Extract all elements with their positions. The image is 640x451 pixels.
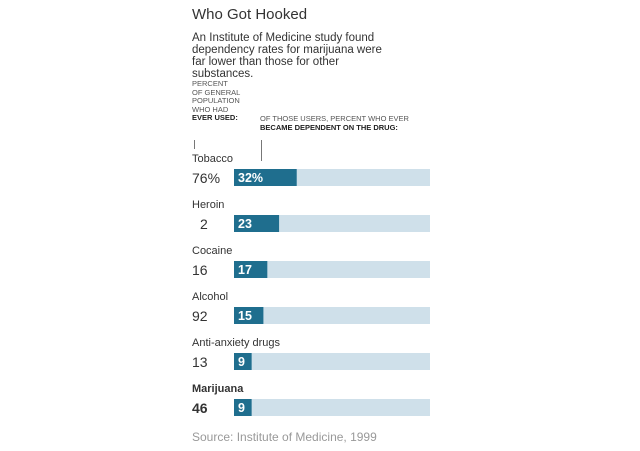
header-left-line: WHO HAD [192,104,229,114]
ever-used-value: 13 [192,354,208,370]
chart-source: Source: Institute of Medicine, 1999 [192,430,377,444]
dependency-value-label: 32% [238,171,263,185]
bar-track [234,261,430,278]
category-label: Anti-anxiety drugs [192,337,281,349]
ever-used-value: 92 [192,308,208,324]
header-right-bold: BECAME DEPENDENT ON THE DRUG: [260,122,398,132]
ever-used-value: 16 [192,262,208,278]
dependency-value-label: 17 [238,263,252,277]
header-left-line: POPULATION [192,96,240,106]
dependency-bar [234,353,252,370]
ever-used-value: 76% [192,170,220,186]
dependency-value-label: 9 [238,355,245,369]
header-left-tick [194,140,195,149]
chart-intro: An Institute of Medicine study found dep… [192,32,382,80]
header-left-bold: EVER USED: [192,113,238,123]
chart-title: Who Got Hooked [192,6,308,23]
category-label: Cocaine [192,245,232,257]
category-label: Heroin [192,199,224,211]
header-right-line: OF THOSE USERS, PERCENT WHO EVER [260,114,409,123]
header-ever-used: PERCENT OF GENERAL POPULATION WHO HAD EV… [192,79,252,123]
dependency-value-label: 23 [238,217,252,231]
bar-track [234,399,430,416]
category-label: Marijuana [192,383,244,395]
header-right-tick [261,140,262,161]
ever-used-value: 46 [192,400,208,416]
header-left-line: PERCENT [192,79,228,88]
dependency-value-label: 9 [238,401,245,415]
dependency-bar [234,399,252,416]
bar-track [234,307,430,324]
category-label: Tobacco [192,153,233,165]
ever-used-value: 2 [200,216,208,232]
dependency-value-label: 15 [238,309,252,323]
header-left-line: OF GENERAL [192,87,241,97]
bar-track [234,353,430,370]
dependency-bar [234,307,264,324]
dependency-bar [234,261,268,278]
bar-track [234,215,430,232]
header-dependent: OF THOSE USERS, PERCENT WHO EVER BECAME … [260,114,435,132]
dependency-bar [234,215,280,232]
category-label: Alcohol [192,291,228,303]
dependency-bar [234,169,297,186]
